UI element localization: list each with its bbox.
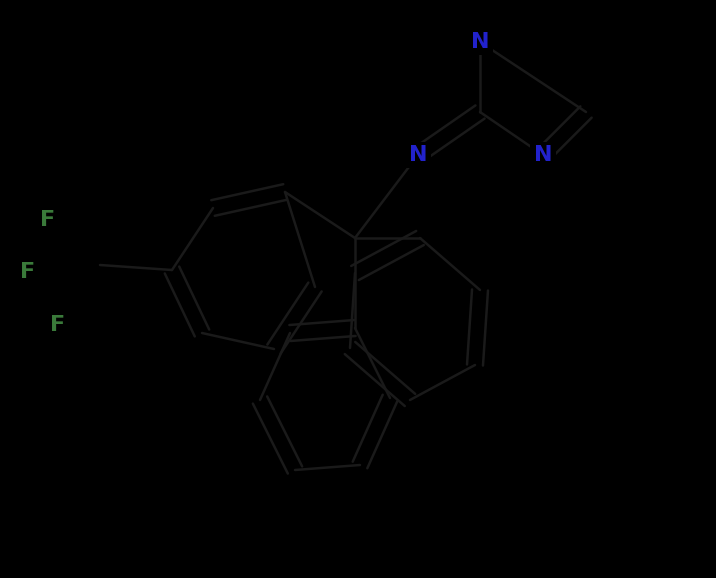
Text: F: F — [21, 262, 36, 282]
Text: N: N — [533, 145, 552, 165]
Text: N: N — [409, 145, 427, 165]
Text: N: N — [470, 32, 489, 52]
Text: F: F — [50, 315, 66, 335]
Text: F: F — [40, 210, 56, 230]
